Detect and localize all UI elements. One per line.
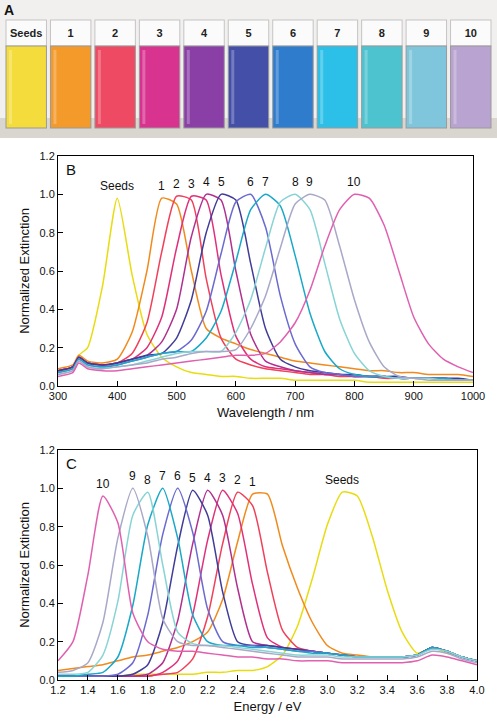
svg-text:3: 3	[157, 27, 163, 39]
svg-text:0.2: 0.2	[40, 636, 55, 648]
svg-text:600: 600	[227, 390, 245, 402]
svg-text:0.2: 0.2	[40, 342, 55, 354]
svg-text:3: 3	[219, 471, 226, 485]
svg-text:1: 1	[158, 179, 165, 193]
svg-text:1.2: 1.2	[40, 444, 55, 456]
svg-text:9: 9	[129, 469, 136, 483]
svg-text:3.0: 3.0	[320, 684, 335, 696]
svg-text:2.6: 2.6	[260, 684, 275, 696]
svg-text:10: 10	[96, 477, 110, 491]
svg-text:0.0: 0.0	[40, 380, 55, 392]
svg-text:1.0: 1.0	[40, 482, 55, 494]
svg-text:10: 10	[347, 175, 361, 189]
svg-text:1.4: 1.4	[80, 684, 95, 696]
svg-text:2: 2	[234, 473, 241, 487]
svg-text:0.6: 0.6	[40, 265, 55, 277]
svg-text:0.8: 0.8	[40, 227, 55, 239]
svg-text:2: 2	[173, 177, 180, 191]
svg-text:0.0: 0.0	[40, 674, 55, 686]
svg-text:1.8: 1.8	[140, 684, 155, 696]
svg-text:7: 7	[334, 27, 340, 39]
svg-text:800: 800	[345, 390, 363, 402]
svg-text:Normalized Extinction: Normalized Extinction	[17, 208, 32, 334]
svg-text:5: 5	[189, 471, 196, 485]
svg-text:6: 6	[290, 27, 296, 39]
svg-text:4: 4	[204, 471, 211, 485]
svg-text:6: 6	[247, 175, 254, 189]
svg-text:Seeds: Seeds	[325, 473, 359, 487]
svg-text:1: 1	[249, 475, 256, 489]
svg-text:8: 8	[144, 473, 151, 487]
svg-text:7: 7	[159, 469, 166, 483]
svg-text:0.4: 0.4	[40, 303, 55, 315]
svg-text:4: 4	[203, 175, 210, 189]
svg-text:3.6: 3.6	[409, 684, 424, 696]
svg-text:5: 5	[218, 175, 225, 189]
svg-text:500: 500	[167, 390, 185, 402]
svg-text:9: 9	[306, 175, 313, 189]
svg-text:0.6: 0.6	[40, 559, 55, 571]
svg-text:4.0: 4.0	[469, 684, 484, 696]
svg-text:10: 10	[465, 27, 477, 39]
svg-text:Seeds: Seeds	[10, 27, 42, 39]
svg-text:2.0: 2.0	[170, 684, 185, 696]
svg-text:1.6: 1.6	[110, 684, 125, 696]
svg-text:2.4: 2.4	[230, 684, 245, 696]
svg-text:3.4: 3.4	[380, 684, 395, 696]
svg-text:1.2: 1.2	[50, 684, 65, 696]
svg-text:300: 300	[49, 390, 67, 402]
svg-text:900: 900	[405, 390, 423, 402]
svg-text:0.8: 0.8	[40, 521, 55, 533]
svg-text:5: 5	[245, 27, 251, 39]
svg-text:3.8: 3.8	[439, 684, 454, 696]
svg-text:Normalized Extinction: Normalized Extinction	[17, 502, 32, 628]
svg-text:1.2: 1.2	[40, 150, 55, 162]
svg-text:1: 1	[68, 27, 74, 39]
svg-text:7: 7	[262, 175, 269, 189]
svg-text:700: 700	[286, 390, 304, 402]
svg-text:Energy / eV: Energy / eV	[234, 699, 302, 714]
svg-text:8: 8	[292, 175, 299, 189]
svg-text:Seeds: Seeds	[100, 179, 134, 193]
svg-text:400: 400	[108, 390, 126, 402]
svg-text:B: B	[66, 161, 76, 178]
svg-text:1000: 1000	[461, 390, 485, 402]
svg-text:4: 4	[201, 27, 208, 39]
svg-text:2: 2	[112, 27, 118, 39]
svg-text:3: 3	[188, 177, 195, 191]
svg-text:3.2: 3.2	[350, 684, 365, 696]
svg-text:6: 6	[174, 469, 181, 483]
svg-text:Wavelength / nm: Wavelength / nm	[217, 405, 314, 420]
svg-text:0.4: 0.4	[40, 597, 55, 609]
svg-text:C: C	[66, 455, 77, 472]
svg-text:9: 9	[423, 27, 429, 39]
svg-text:A: A	[4, 2, 14, 18]
svg-text:1.0: 1.0	[40, 188, 55, 200]
svg-text:2.2: 2.2	[200, 684, 215, 696]
svg-text:8: 8	[379, 27, 385, 39]
svg-text:2.8: 2.8	[290, 684, 305, 696]
